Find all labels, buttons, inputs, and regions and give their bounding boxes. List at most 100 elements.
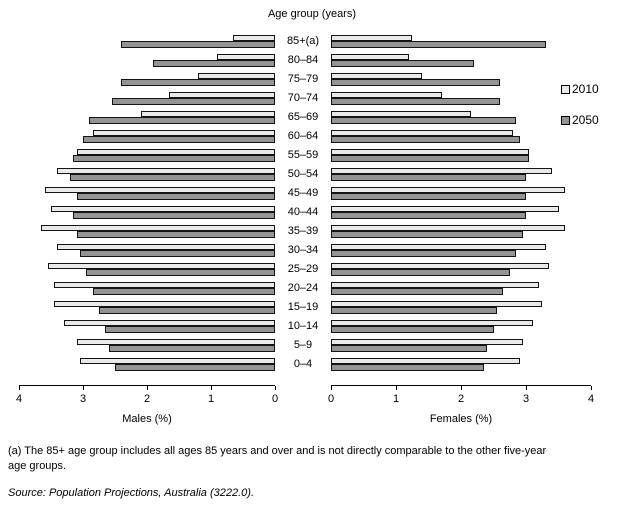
age-group-label: 75–79 (287, 73, 319, 85)
axis-tick (18, 386, 20, 390)
male-2050-bar (111, 98, 275, 105)
chart-legend: 2010 2050 (561, 82, 599, 144)
male-2050-bar (73, 155, 275, 162)
female-2010-bar (331, 111, 471, 117)
female-2010-bar (331, 73, 422, 79)
axis-tick (146, 386, 148, 390)
male-bar-cell (19, 73, 275, 92)
female-2010-bar (331, 225, 565, 231)
age-group-label: 35–39 (287, 225, 319, 237)
pyramid-row: 20–24 (19, 282, 591, 301)
axis-tick-label: 0 (271, 393, 279, 405)
pyramid-row: 75–79 (19, 73, 591, 92)
axis-tick (210, 386, 212, 390)
male-2050-bar (83, 136, 275, 143)
males-axis: 4 3 2 1 0 (16, 385, 279, 408)
male-bar-cell (19, 339, 275, 358)
pyramid-row: 55–59 (19, 149, 591, 168)
females-axis: 0 1 2 3 4 (328, 385, 594, 408)
females-axis-label: Females (%) (429, 413, 493, 425)
female-bar-cell (331, 263, 591, 282)
male-2010-bar (57, 244, 275, 250)
male-2010-bar (92, 130, 275, 136)
male-2010-bar (54, 301, 275, 307)
legend-entry-2010: 2010 (561, 82, 599, 96)
male-2050-bar (79, 250, 275, 257)
axis-tick (590, 386, 592, 390)
female-2010-bar (331, 301, 543, 307)
female-2050-bar (331, 193, 526, 200)
male-bar-cell (19, 92, 275, 111)
male-bar-cell (19, 54, 275, 73)
pyramid-row: 5–9 (19, 339, 591, 358)
female-2050-bar (331, 269, 510, 276)
male-bar-cell (19, 244, 275, 263)
legend-swatch-2050-icon (561, 115, 570, 125)
legend-swatch-2010-icon (561, 84, 570, 94)
female-2050-bar (331, 155, 530, 162)
footnote-line-1: (a) The 85+ age group includes all ages … (8, 445, 547, 457)
male-2010-bar (169, 92, 275, 98)
female-2010-bar (331, 206, 559, 212)
male-2050-bar (121, 41, 275, 48)
age-group-label: 65–69 (287, 111, 319, 123)
age-group-label: 30–34 (287, 244, 319, 256)
male-2010-bar (44, 187, 275, 193)
male-2010-bar (76, 149, 275, 155)
female-2050-bar (331, 307, 497, 314)
age-group-label: 45–49 (287, 187, 319, 199)
chart-area: 85+(a) 80–84 75–79 70–74 65–69 60–64 55–59 50–5… (16, 35, 594, 405)
male-2010-bar (79, 358, 275, 364)
female-bar-cell (331, 320, 591, 339)
female-2050-bar (331, 326, 494, 333)
axis-tick (274, 386, 276, 390)
female-2050-bar (331, 212, 526, 219)
age-group-label: 50–54 (287, 168, 319, 180)
pyramid-row: 35–39 (19, 225, 591, 244)
pyramid-row: 10–14 (19, 320, 591, 339)
male-2050-bar (99, 307, 275, 314)
age-group-label: 5–9 (293, 339, 313, 351)
age-group-label: 55–59 (287, 149, 319, 161)
female-bar-cell (331, 187, 591, 206)
pyramid-row: 50–54 (19, 168, 591, 187)
male-2010-bar (217, 54, 275, 60)
female-2010-bar (331, 282, 539, 288)
female-2050-bar (331, 136, 520, 143)
female-bar-cell (331, 92, 591, 111)
axis-tick (82, 386, 84, 390)
pyramid-row: 40–44 (19, 206, 591, 225)
male-2050-bar (76, 231, 275, 238)
age-group-label: 20–24 (287, 282, 319, 294)
male-2050-bar (105, 326, 275, 333)
female-2050-bar (331, 117, 517, 124)
male-2050-bar (73, 212, 275, 219)
female-bar-cell (331, 282, 591, 301)
pyramid-row: 0–4 (19, 358, 591, 377)
source-note: Source: Population Projections, Australi… (8, 487, 255, 499)
female-2010-bar (331, 339, 523, 345)
female-2010-bar (331, 130, 513, 136)
female-2050-bar (331, 60, 474, 67)
female-bar-cell (331, 149, 591, 168)
female-bar-cell (331, 168, 591, 187)
bar-rows: 85+(a) 80–84 75–79 70–74 65–69 60–64 55–59 50–5… (19, 35, 591, 377)
female-2010-bar (331, 149, 530, 155)
male-bar-cell (19, 282, 275, 301)
male-2010-bar (54, 282, 275, 288)
pyramid-row: 15–19 (19, 301, 591, 320)
axis-tick (525, 386, 527, 390)
male-2010-bar (47, 263, 275, 269)
female-bar-cell (331, 358, 591, 377)
male-2010-bar (140, 111, 275, 117)
female-2010-bar (331, 168, 552, 174)
pyramid-row: 65–69 (19, 111, 591, 130)
female-bar-cell (331, 73, 591, 92)
female-bar-cell (331, 301, 591, 320)
female-2010-bar (331, 263, 549, 269)
axis-tick-label: 2 (457, 393, 465, 405)
male-bar-cell (19, 320, 275, 339)
pyramid-row: 85+(a) (19, 35, 591, 54)
legend-label-2050: 2050 (572, 113, 599, 127)
